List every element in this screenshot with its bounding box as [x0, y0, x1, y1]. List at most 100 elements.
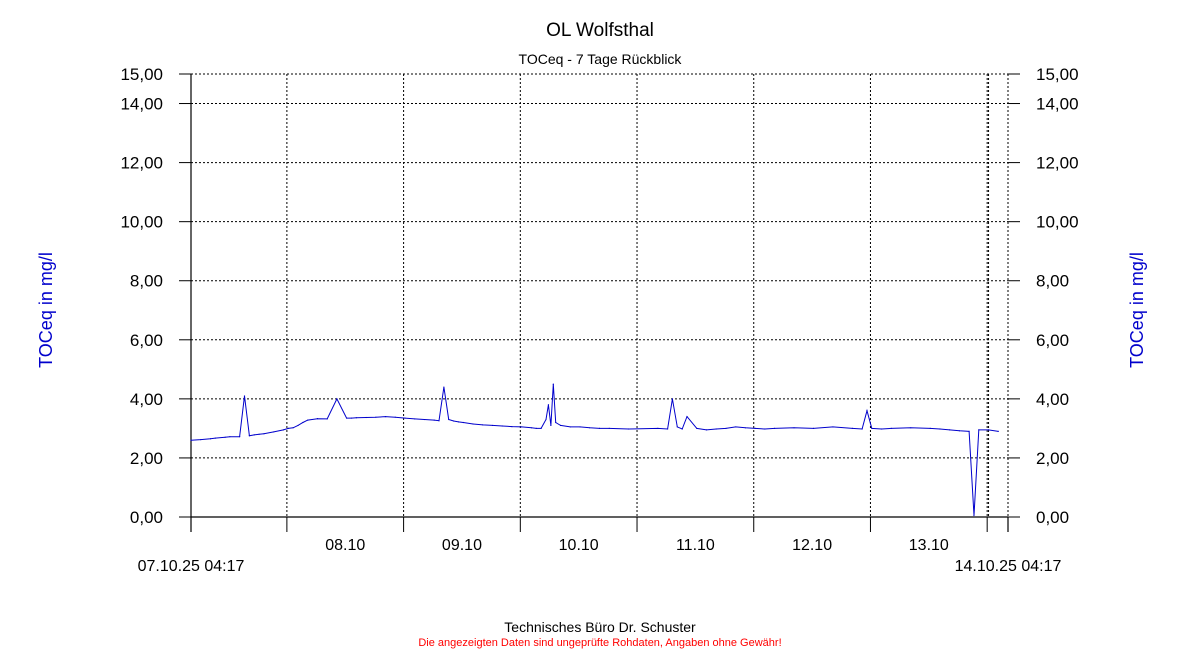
data-point	[511, 426, 513, 428]
data-point	[910, 427, 912, 429]
footer-credit: Technisches Büro Dr. Schuster	[504, 619, 696, 635]
y-axis-label-right: TOCeq in mg/l	[1127, 252, 1147, 368]
data-point	[666, 428, 669, 430]
data-point	[681, 428, 683, 430]
data-point	[287, 427, 289, 429]
y-tick-label-left: 6,00	[130, 331, 163, 350]
data-point	[550, 424, 552, 427]
data-point	[735, 426, 737, 428]
y-tick-label-right: 8,00	[1036, 272, 1069, 291]
data-point	[676, 426, 678, 428]
y-tick-label-right: 14,00	[1036, 95, 1079, 114]
data-point	[579, 426, 581, 428]
y-tick-label-left: 4,00	[130, 390, 163, 409]
data-point	[414, 418, 416, 420]
data-point	[521, 426, 523, 428]
data-point	[375, 416, 377, 418]
data-point	[292, 427, 294, 429]
data-point	[552, 383, 554, 385]
data-point	[705, 429, 708, 431]
x-day-label: 09.10	[442, 537, 482, 554]
data-point	[871, 427, 873, 429]
data-point	[754, 427, 756, 429]
data-point	[248, 435, 250, 437]
grid-lines	[191, 73, 1009, 517]
data-point	[997, 430, 999, 432]
x-day-label: 10.10	[559, 537, 599, 554]
x-start-label: 07.10.25 04:17	[138, 558, 245, 575]
data-point	[200, 439, 202, 441]
data-point	[273, 431, 275, 433]
y-axis-label-left: TOCeq in mg/l	[36, 252, 56, 368]
data-point	[793, 427, 795, 429]
data-point	[491, 424, 494, 427]
data-point	[297, 424, 299, 427]
data-point	[671, 398, 674, 400]
y-tick-label-right: 10,00	[1036, 213, 1079, 232]
data-point	[540, 427, 542, 429]
axes	[179, 73, 1020, 532]
data-point	[263, 433, 265, 435]
data-point	[253, 434, 255, 436]
data-point	[302, 421, 304, 424]
data-point	[501, 425, 503, 427]
y-tick-label-left: 15,00	[120, 65, 163, 84]
chart-subtitle: TOCeq - 7 Tage Rückblick	[519, 51, 683, 67]
data-point	[404, 417, 406, 419]
data-point	[326, 418, 328, 420]
y-tick-label-left: 10,00	[120, 213, 163, 232]
data-point	[346, 417, 348, 419]
data-point	[764, 428, 766, 430]
data-point	[365, 416, 367, 419]
data-point	[545, 418, 547, 421]
data-point	[773, 427, 776, 429]
data-point	[929, 427, 931, 429]
data-point	[987, 429, 990, 431]
data-point	[547, 404, 550, 406]
data-point	[812, 427, 815, 429]
data-point	[423, 418, 426, 421]
y-tick-label-left: 8,00	[130, 272, 163, 291]
data-point	[243, 395, 246, 397]
data-point	[598, 427, 601, 429]
data-point	[224, 436, 226, 438]
data-point	[628, 428, 630, 430]
data-point	[569, 426, 571, 428]
data-point	[535, 427, 537, 429]
data-point	[214, 437, 216, 439]
y-tick-label-right: 6,00	[1036, 331, 1069, 350]
data-point	[715, 428, 717, 430]
data-point	[880, 428, 883, 430]
y-tick-label-left: 0,00	[130, 508, 163, 527]
data-point	[448, 418, 450, 421]
y-tick-label-left: 2,00	[130, 449, 163, 468]
data-point	[589, 427, 591, 429]
data-point	[282, 429, 284, 431]
data-point	[958, 430, 960, 432]
series-line	[190, 384, 999, 516]
data-point	[453, 420, 455, 422]
data-point	[949, 429, 951, 431]
data-point	[555, 421, 557, 424]
data-point	[190, 439, 192, 441]
data-point	[559, 424, 562, 427]
series-group	[190, 383, 999, 517]
y-tick-labels: 0,00 0,00 2,00 2,00 4,00 4,00 6,00 6,00 8,00 8,00…	[120, 65, 1078, 527]
y-tick-label-left: 14,00	[120, 95, 163, 114]
y-tick-label-right: 15,00	[1036, 65, 1079, 84]
data-point	[307, 419, 309, 421]
data-point	[939, 428, 941, 430]
data-point	[890, 427, 892, 429]
y-tick-label-right: 12,00	[1036, 154, 1079, 173]
x-tick-labels: 08.10 09.10 10.10 11.10 12.10 13.10	[325, 537, 949, 554]
data-point	[457, 421, 460, 423]
footer-disclaimer: Die angezeigten Daten sind ungeprüfte Ro…	[418, 637, 781, 649]
data-point	[316, 418, 319, 420]
data-point	[861, 428, 863, 430]
data-point	[350, 417, 353, 419]
data-point	[472, 423, 474, 425]
data-point	[336, 398, 338, 400]
y-tick-label-right: 2,00	[1036, 449, 1069, 468]
data-point	[696, 427, 698, 429]
